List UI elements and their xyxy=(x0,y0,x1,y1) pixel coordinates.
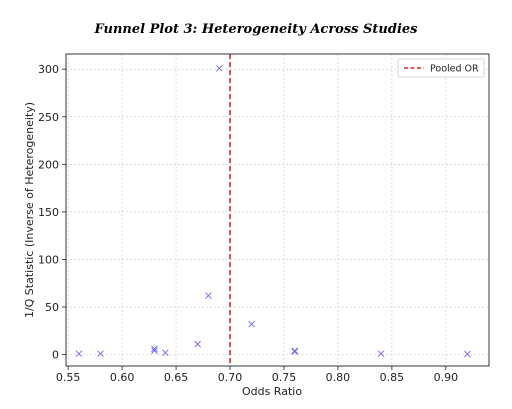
data-point xyxy=(291,347,299,355)
x-tick-label: 0.70 xyxy=(218,371,243,384)
x-axis-ticks: 0.55 0.60 0.65 0.70 0.75 0.80 0.85 0.90 xyxy=(56,366,458,384)
x-tick-label: 0.55 xyxy=(56,371,81,384)
x-tick-label: 0.65 xyxy=(164,371,189,384)
y-axis-label: 1/Q Statistic (Inverse of Heterogeneity) xyxy=(23,102,36,318)
chart-title: Funnel Plot 3: Heterogeneity Across Stud… xyxy=(94,22,419,37)
legend: Pooled OR xyxy=(397,58,485,78)
y-tick-label: 50 xyxy=(45,301,59,314)
y-tick-label: 100 xyxy=(38,253,59,266)
data-point xyxy=(248,320,255,328)
data-point xyxy=(205,292,212,299)
x-tick-label: 0.80 xyxy=(326,371,351,384)
data-point xyxy=(291,348,299,356)
x-tick-label: 0.85 xyxy=(380,371,405,384)
x-axis-label: Odds Ratio xyxy=(242,385,302,398)
plot-frame xyxy=(65,53,490,367)
data-point xyxy=(151,347,158,355)
data-point xyxy=(151,345,158,353)
y-tick-label: 200 xyxy=(38,158,59,171)
y-axis-ticks: 0 50 100 150 200 250 300 xyxy=(38,63,66,362)
data-point xyxy=(464,350,471,358)
y-tick-label: 300 xyxy=(38,63,59,76)
x-tick-label: 0.60 xyxy=(110,371,135,384)
x-tick-label: 0.90 xyxy=(434,371,459,384)
data-point xyxy=(161,349,169,357)
y-tick-label: 0 xyxy=(52,349,59,362)
data-point xyxy=(75,350,83,357)
y-tick-label: 250 xyxy=(38,111,59,124)
data-point xyxy=(377,350,385,357)
data-point xyxy=(215,64,223,72)
data-point xyxy=(97,350,104,357)
legend-box xyxy=(397,58,485,78)
data-points xyxy=(75,64,471,358)
y-tick-label: 150 xyxy=(38,206,59,219)
data-point xyxy=(194,340,201,348)
x-tick-label: 0.75 xyxy=(272,371,297,384)
legend-label: Pooled OR xyxy=(430,64,479,75)
grid-lines xyxy=(66,54,489,366)
